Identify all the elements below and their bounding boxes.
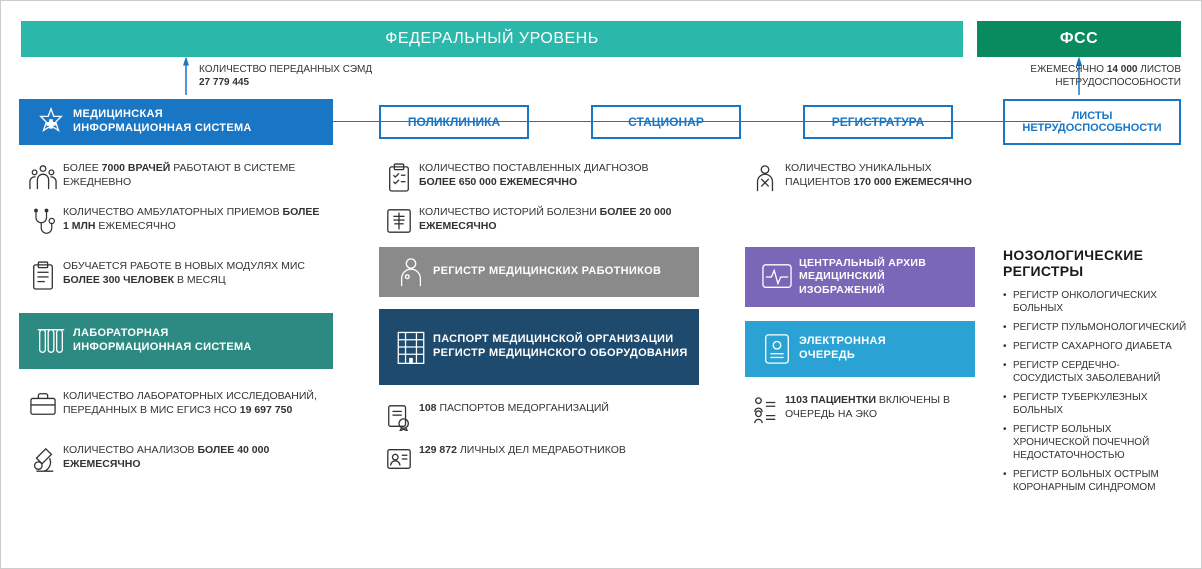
queue-people-icon: [745, 393, 785, 425]
registry-item: РЕГИСТР СЕРДЕЧНО-СОСУДИСТЫХ ЗАБОЛЕВАНИЙ: [1003, 359, 1188, 385]
checklist-icon: [379, 161, 419, 193]
patient-icon: [745, 161, 785, 193]
tablet-icon: [755, 332, 799, 366]
stat-eco-text: 1103 ПАЦИЕНТКИ ВКЛЮЧЕНЫ В ОЧЕРЕДЬ НА ЭКО: [785, 393, 985, 421]
stat-analyses: КОЛИЧЕСТВО АНАЛИЗОВ БОЛЕЕ 40 000 ЕЖЕМЕСЯ…: [23, 443, 333, 475]
medical-star-icon: [29, 107, 73, 137]
stat-passports-text: 108 ПАСПОРТОВ МЕДОРГАНИЗАЦИЙ: [419, 401, 609, 415]
leaves-node: ЛИСТЫ НЕТРУДОСПОСОБНОСТИ: [1003, 99, 1181, 145]
fss-value: 14 000: [1107, 64, 1138, 75]
fss-line1: ЕЖЕМЕСЯЧНО: [1030, 64, 1104, 75]
lab-line1: ЛАБОРАТОРНАЯ: [73, 327, 169, 339]
registries-title: НОЗОЛОГИЧЕСКИЕ РЕГИСТРЫ: [1003, 247, 1183, 279]
stat-doctors-text: БОЛЕЕ 7000 ВРАЧЕЙ РАБОТАЮТ В СИСТЕМЕ ЕЖЕ…: [63, 161, 323, 189]
reg-workers-text: РЕГИСТР МЕДИЦИНСКИХ РАБОТНИКОВ: [433, 265, 661, 279]
clipboard-icon: [23, 259, 63, 291]
stat-training-text: ОБУЧАЕТСЯ РАБОТЕ В НОВЫХ МОДУЛЯХ МИС БОЛ…: [63, 259, 323, 287]
queue-block: ЭЛЕКТРОННАЯ ОЧЕРЕДЬ: [745, 321, 975, 377]
stat-lab-tests-text: КОЛИЧЕСТВО ЛАБОРАТОРНЫХ ИССЛЕДОВАНИЙ, ПЕ…: [63, 389, 333, 417]
stat-diagnoses: КОЛИЧЕСТВО ПОСТАВЛЕННЫХ ДИАГНОЗОВ БОЛЕЕ …: [379, 161, 679, 193]
stat-ambulatory-text: КОЛИЧЕСТВО АМБУЛАТОРНЫХ ПРИЕМОВ БОЛЕЕ 1 …: [63, 205, 323, 233]
federal-bar: ФЕДЕРАЛЬНЫЙ УРОВЕНЬ: [21, 21, 963, 57]
reg-workers-block: РЕГИСТР МЕДИЦИНСКИХ РАБОТНИКОВ: [379, 247, 699, 297]
reg-node: РЕГИСТРАТУРА: [803, 105, 953, 139]
archive-line1: ЦЕНТРАЛЬНЫЙ АРХИВ: [799, 257, 926, 269]
fss-bar: ФСС: [977, 21, 1181, 57]
stat-patients: КОЛИЧЕСТВО УНИКАЛЬНЫХ ПАЦИЕНТОВ 170 000 …: [745, 161, 985, 193]
passport-line1: ПАСПОРТ МЕДИЦИНСКОЙ ОРГАНИЗАЦИИ: [433, 333, 673, 345]
federal-label: ФЕДЕРАЛЬНЫЙ УРОВЕНЬ: [385, 30, 598, 48]
queue-line2: ОЧЕРЕДЬ: [799, 349, 855, 361]
xray-icon: [379, 205, 419, 235]
stethoscope-icon: [23, 205, 63, 235]
stat-patients-text: КОЛИЧЕСТВО УНИКАЛЬНЫХ ПАЦИЕНТОВ 170 000 …: [785, 161, 985, 189]
mis-node: МЕДИЦИНСКАЯ ИНФОРМАЦИОННАЯ СИСТЕМА: [19, 99, 333, 145]
stat-lab-tests: КОЛИЧЕСТВО ЛАБОРАТОРНЫХ ИССЛЕДОВАНИЙ, ПЕ…: [23, 389, 333, 417]
fss-annotation: ЕЖЕМЕСЯЧНО 14 000 ЛИСТОВ НЕТРУДОСПОСОБНО…: [921, 63, 1181, 89]
leaves-line1: ЛИСТЫ: [1072, 110, 1113, 122]
archive-line3: ИЗОБРАЖЕНИЙ: [799, 284, 885, 296]
stat-ambulatory: КОЛИЧЕСТВО АМБУЛАТОРНЫХ ПРИЕМОВ БОЛЕЕ 1 …: [23, 205, 323, 235]
archive-block: ЦЕНТРАЛЬНЫЙ АРХИВ МЕДИЦИНСКИЙ ИЗОБРАЖЕНИ…: [745, 247, 975, 307]
fss-line2: НЕТРУДОСПОСОБНОСТИ: [1055, 77, 1181, 88]
id-card-icon: [379, 443, 419, 473]
hosp-label: СТАЦИОНАР: [628, 115, 704, 129]
registry-item: РЕГИСТР САХАРНОГО ДИАБЕТА: [1003, 340, 1188, 353]
registries-list: РЕГИСТР ОНКОЛОГИЧЕСКИХ БОЛЬНЫХ РЕГИСТР П…: [1003, 289, 1188, 500]
stat-personnel-files: 129 872 ЛИЧНЫХ ДЕЛ МЕДРАБОТНИКОВ: [379, 443, 679, 473]
semd-annotation: КОЛИЧЕСТВО ПЕРЕДАННЫХ СЭМД 27 779 445: [199, 63, 399, 89]
passport-line2: РЕГИСТР МЕДИЦИНСКОГО ОБОРУДОВАНИЯ: [433, 347, 688, 359]
queue-line1: ЭЛЕКТРОННАЯ: [799, 335, 886, 347]
stat-diagnoses-text: КОЛИЧЕСТВО ПОСТАВЛЕННЫХ ДИАГНОЗОВ БОЛЕЕ …: [419, 161, 679, 189]
registry-item: РЕГИСТР ТУБЕРКУЛЕЗНЫХ БОЛЬНЫХ: [1003, 391, 1188, 417]
stat-analyses-text: КОЛИЧЕСТВО АНАЛИЗОВ БОЛЕЕ 40 000 ЕЖЕМЕСЯ…: [63, 443, 333, 471]
poly-node: ПОЛИКЛИНИКА: [379, 105, 529, 139]
registry-item: РЕГИСТР БОЛЬНЫХ ОСТРЫМ КОРОНАРНЫМ СИНДРО…: [1003, 468, 1188, 494]
registry-item: РЕГИСТР ОНКОЛОГИЧЕСКИХ БОЛЬНЫХ: [1003, 289, 1188, 315]
stat-histories-text: КОЛИЧЕСТВО ИСТОРИЙ БОЛЕЗНИ БОЛЕЕ 20 000 …: [419, 205, 679, 233]
doctor-icon: [389, 256, 433, 288]
stat-training: ОБУЧАЕТСЯ РАБОТЕ В НОВЫХ МОДУЛЯХ МИС БОЛ…: [23, 259, 323, 291]
hosp-node: СТАЦИОНАР: [591, 105, 741, 139]
stat-passports: 108 ПАСПОРТОВ МЕДОРГАНИЗАЦИЙ: [379, 401, 679, 431]
semd-label: КОЛИЧЕСТВО ПЕРЕДАННЫХ СЭМД: [199, 64, 372, 75]
building-icon: [389, 327, 433, 367]
test-tubes-icon: [29, 324, 73, 358]
mis-line1: МЕДИЦИНСКАЯ: [73, 108, 163, 120]
microscope-icon: [23, 443, 63, 475]
certificate-icon: [379, 401, 419, 431]
lab-line2: ИНФОРМАЦИОННАЯ СИСТЕМА: [73, 341, 252, 353]
passport-block: ПАСПОРТ МЕДИЦИНСКОЙ ОРГАНИЗАЦИИ РЕГИСТР …: [379, 309, 699, 385]
leaves-line2: НЕТРУДОСПОСОБНОСТИ: [1022, 122, 1161, 134]
reg-label: РЕГИСТРАТУРА: [832, 115, 925, 129]
registry-item: РЕГИСТР БОЛЬНЫХ ХРОНИЧЕСКОЙ ПОЧЕЧНОЙ НЕД…: [1003, 423, 1188, 462]
semd-value: 27 779 445: [199, 77, 249, 88]
stat-histories: КОЛИЧЕСТВО ИСТОРИЙ БОЛЕЗНИ БОЛЕЕ 20 000 …: [379, 205, 679, 235]
stat-personnel-text: 129 872 ЛИЧНЫХ ДЕЛ МЕДРАБОТНИКОВ: [419, 443, 626, 457]
poly-label: ПОЛИКЛИНИКА: [408, 115, 500, 129]
lab-block: ЛАБОРАТОРНАЯ ИНФОРМАЦИОННАЯ СИСТЕМА: [19, 313, 333, 369]
briefcase-icon: [23, 389, 63, 417]
pulse-icon: [755, 262, 799, 292]
stat-doctors: БОЛЕЕ 7000 ВРАЧЕЙ РАБОТАЮТ В СИСТЕМЕ ЕЖЕ…: [23, 161, 323, 191]
fss-suffix: ЛИСТОВ: [1140, 64, 1181, 75]
fss-label: ФСС: [1060, 30, 1098, 48]
archive-line2: МЕДИЦИНСКИЙ: [799, 270, 885, 282]
mis-line2: ИНФОРМАЦИОННАЯ СИСТЕМА: [73, 122, 252, 134]
arrow-mis-to-federal: [176, 57, 196, 97]
stat-eco: 1103 ПАЦИЕНТКИ ВКЛЮЧЕНЫ В ОЧЕРЕДЬ НА ЭКО: [745, 393, 985, 425]
doctors-icon: [23, 161, 63, 191]
registry-item: РЕГИСТР ПУЛЬМОНОЛОГИЧЕСКИЙ: [1003, 321, 1188, 334]
